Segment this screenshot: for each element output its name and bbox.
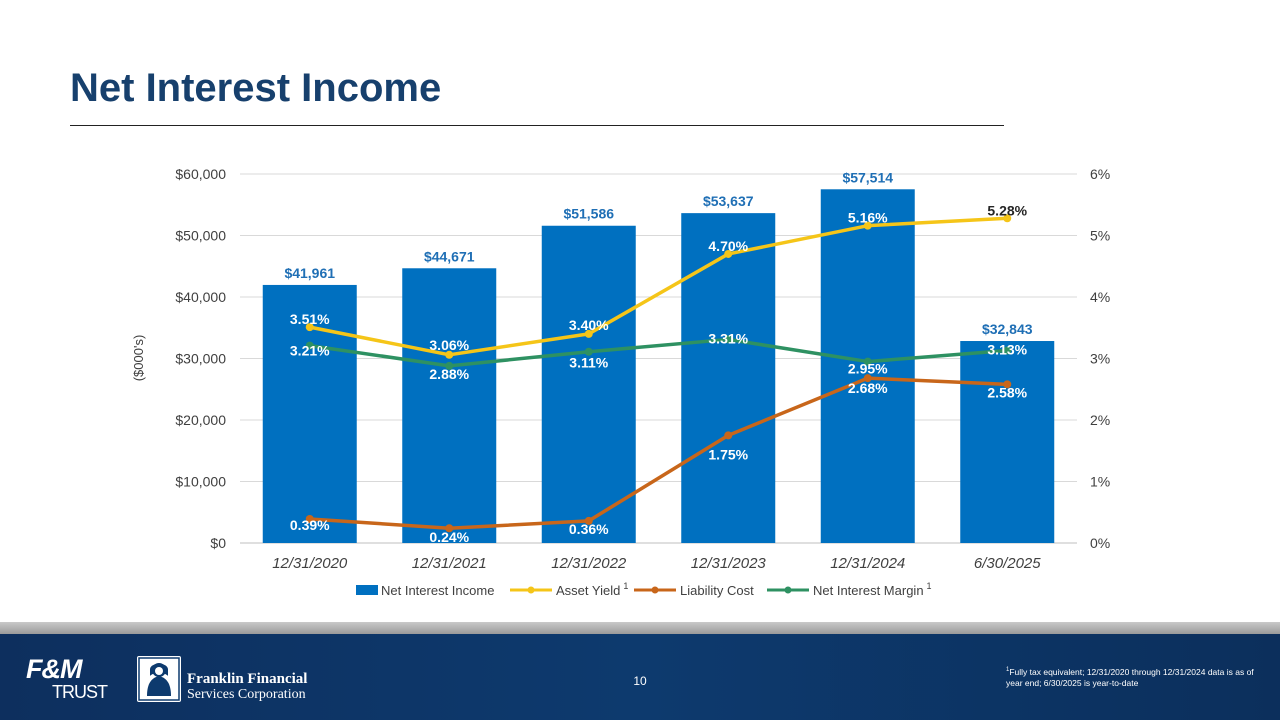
fm-trust-logo: F&M TRUST <box>26 656 112 706</box>
line-data-label: 4.70% <box>708 238 748 254</box>
line-data-label: 3.51% <box>290 311 330 327</box>
net-interest-margin-point <box>584 347 593 356</box>
y-tick-label: $50,000 <box>175 228 226 244</box>
line-data-label: 5.28% <box>987 202 1027 218</box>
net-interest-income-chart: $0 0% $10,000 1% $20,000 2% $30,000 3% $40,000 4%… <box>131 166 1110 598</box>
footnote: 1Fully tax equivalent; 12/31/2020 throug… <box>1006 665 1268 689</box>
y2-tick-label: 5% <box>1090 228 1110 244</box>
legend-label: Net Interest Margin 1 <box>813 581 932 598</box>
net-interest-margin-point <box>724 335 733 344</box>
line-data-label: 3.11% <box>569 355 608 371</box>
bar-data-label: $57,514 <box>842 169 893 185</box>
liability-cost-point <box>445 524 454 533</box>
footnote-text: Fully tax equivalent; 12/31/2020 through… <box>1006 666 1254 688</box>
bar <box>402 268 497 543</box>
legend-swatch <box>356 585 378 595</box>
line-data-label: 1.75% <box>708 446 748 462</box>
y-axis-label: ($000's) <box>131 335 146 382</box>
asset-yield-point <box>305 323 314 332</box>
net-interest-margin-point <box>305 341 314 350</box>
y2-tick-label: 0% <box>1090 535 1110 551</box>
asset-yield-point <box>445 350 454 359</box>
line-data-label: 3.31% <box>708 330 748 346</box>
bar <box>820 189 915 544</box>
line-data-label: 2.68% <box>848 380 888 396</box>
footnote-marker: 1 <box>1006 667 1010 673</box>
liability-cost-point <box>724 431 733 440</box>
company-name-line1: Franklin Financial <box>187 671 308 687</box>
net-interest-margin-point <box>863 357 872 366</box>
liability-cost-point <box>305 515 314 524</box>
net-interest-margin-line <box>309 337 1008 368</box>
y2-tick-label: 3% <box>1090 351 1110 367</box>
y2-tick-label: 4% <box>1090 289 1110 305</box>
legend-label: Liability Cost <box>680 583 754 598</box>
line-data-label: 2.95% <box>848 361 888 377</box>
y-tick-label: $60,000 <box>175 166 226 182</box>
liability-cost-point <box>863 374 872 383</box>
x-tick-label: 6/30/2025 <box>974 555 1041 572</box>
x-tick-label: 12/31/2023 <box>691 555 767 572</box>
y-tick-label: $0 <box>210 535 226 551</box>
legend-label: Net Interest Income <box>381 583 494 598</box>
asset-yield-point <box>1003 214 1012 223</box>
line-data-label: 5.16% <box>848 210 888 226</box>
legend-footnote-marker: 1 <box>623 581 628 591</box>
bar-data-label: $41,961 <box>284 265 335 281</box>
bar <box>960 341 1055 543</box>
legend-swatch-marker <box>651 586 659 594</box>
bar-data-label: $53,637 <box>703 193 754 209</box>
line-data-label: 0.36% <box>569 521 609 537</box>
legend-swatch-marker <box>784 586 792 594</box>
liability-cost-point <box>584 516 593 525</box>
fm-logo-bottom: TRUST <box>52 682 108 702</box>
line-data-label: 0.39% <box>290 517 330 533</box>
y-tick-label: $10,000 <box>175 474 226 490</box>
liability-cost-point <box>1003 380 1012 389</box>
legend-footnote-marker: 1 <box>927 581 932 591</box>
bar-data-label: $51,586 <box>563 206 614 222</box>
company-name: Franklin Financial Services Corporation <box>187 671 307 703</box>
line-data-label: 3.13% <box>987 342 1027 358</box>
net-interest-margin-point <box>445 361 454 370</box>
y-tick-label: $20,000 <box>175 412 226 428</box>
asset-yield-point <box>724 249 733 258</box>
fm-logo-top: F&M <box>26 654 82 684</box>
line-data-label: 2.88% <box>429 366 469 382</box>
line-data-label: 0.24% <box>429 529 469 545</box>
title-divider <box>70 125 1004 126</box>
franklin-portrait-icon <box>137 656 181 702</box>
y2-tick-label: 2% <box>1090 412 1110 428</box>
y-tick-label: $40,000 <box>175 289 226 305</box>
asset-yield-point <box>863 221 872 230</box>
asset-yield-line <box>309 216 1008 357</box>
x-tick-label: 12/31/2021 <box>412 555 487 572</box>
line-data-label: 3.40% <box>569 317 609 333</box>
line-data-label: 3.21% <box>290 343 330 359</box>
x-tick-label: 12/31/2020 <box>272 555 348 572</box>
y2-tick-label: 1% <box>1090 474 1110 490</box>
x-tick-label: 12/31/2022 <box>551 555 627 572</box>
footer-bar: F&M TRUST Franklin Financial Services Co… <box>0 634 1280 720</box>
x-tick-label: 12/31/2024 <box>830 555 905 572</box>
y-tick-label: $30,000 <box>175 351 226 367</box>
y2-tick-label: 6% <box>1090 166 1110 182</box>
bar <box>541 225 636 543</box>
net-interest-margin-point <box>1003 346 1012 355</box>
bar-data-label: $44,671 <box>424 248 475 264</box>
line-data-label: 3.06% <box>429 337 469 353</box>
page-title: Net Interest Income <box>70 66 442 110</box>
company-name-line2: Services Corporation <box>187 687 306 702</box>
footer-divider <box>0 622 1280 634</box>
bar <box>681 213 776 543</box>
line-data-label: 2.58% <box>987 384 1027 400</box>
legend-swatch-marker <box>527 586 535 594</box>
asset-yield-point <box>584 329 593 338</box>
legend-label: Asset Yield 1 <box>556 581 628 598</box>
page-number: 10 <box>633 674 647 688</box>
bar-data-label: $32,843 <box>982 321 1033 337</box>
liability-cost-line <box>309 376 1008 530</box>
